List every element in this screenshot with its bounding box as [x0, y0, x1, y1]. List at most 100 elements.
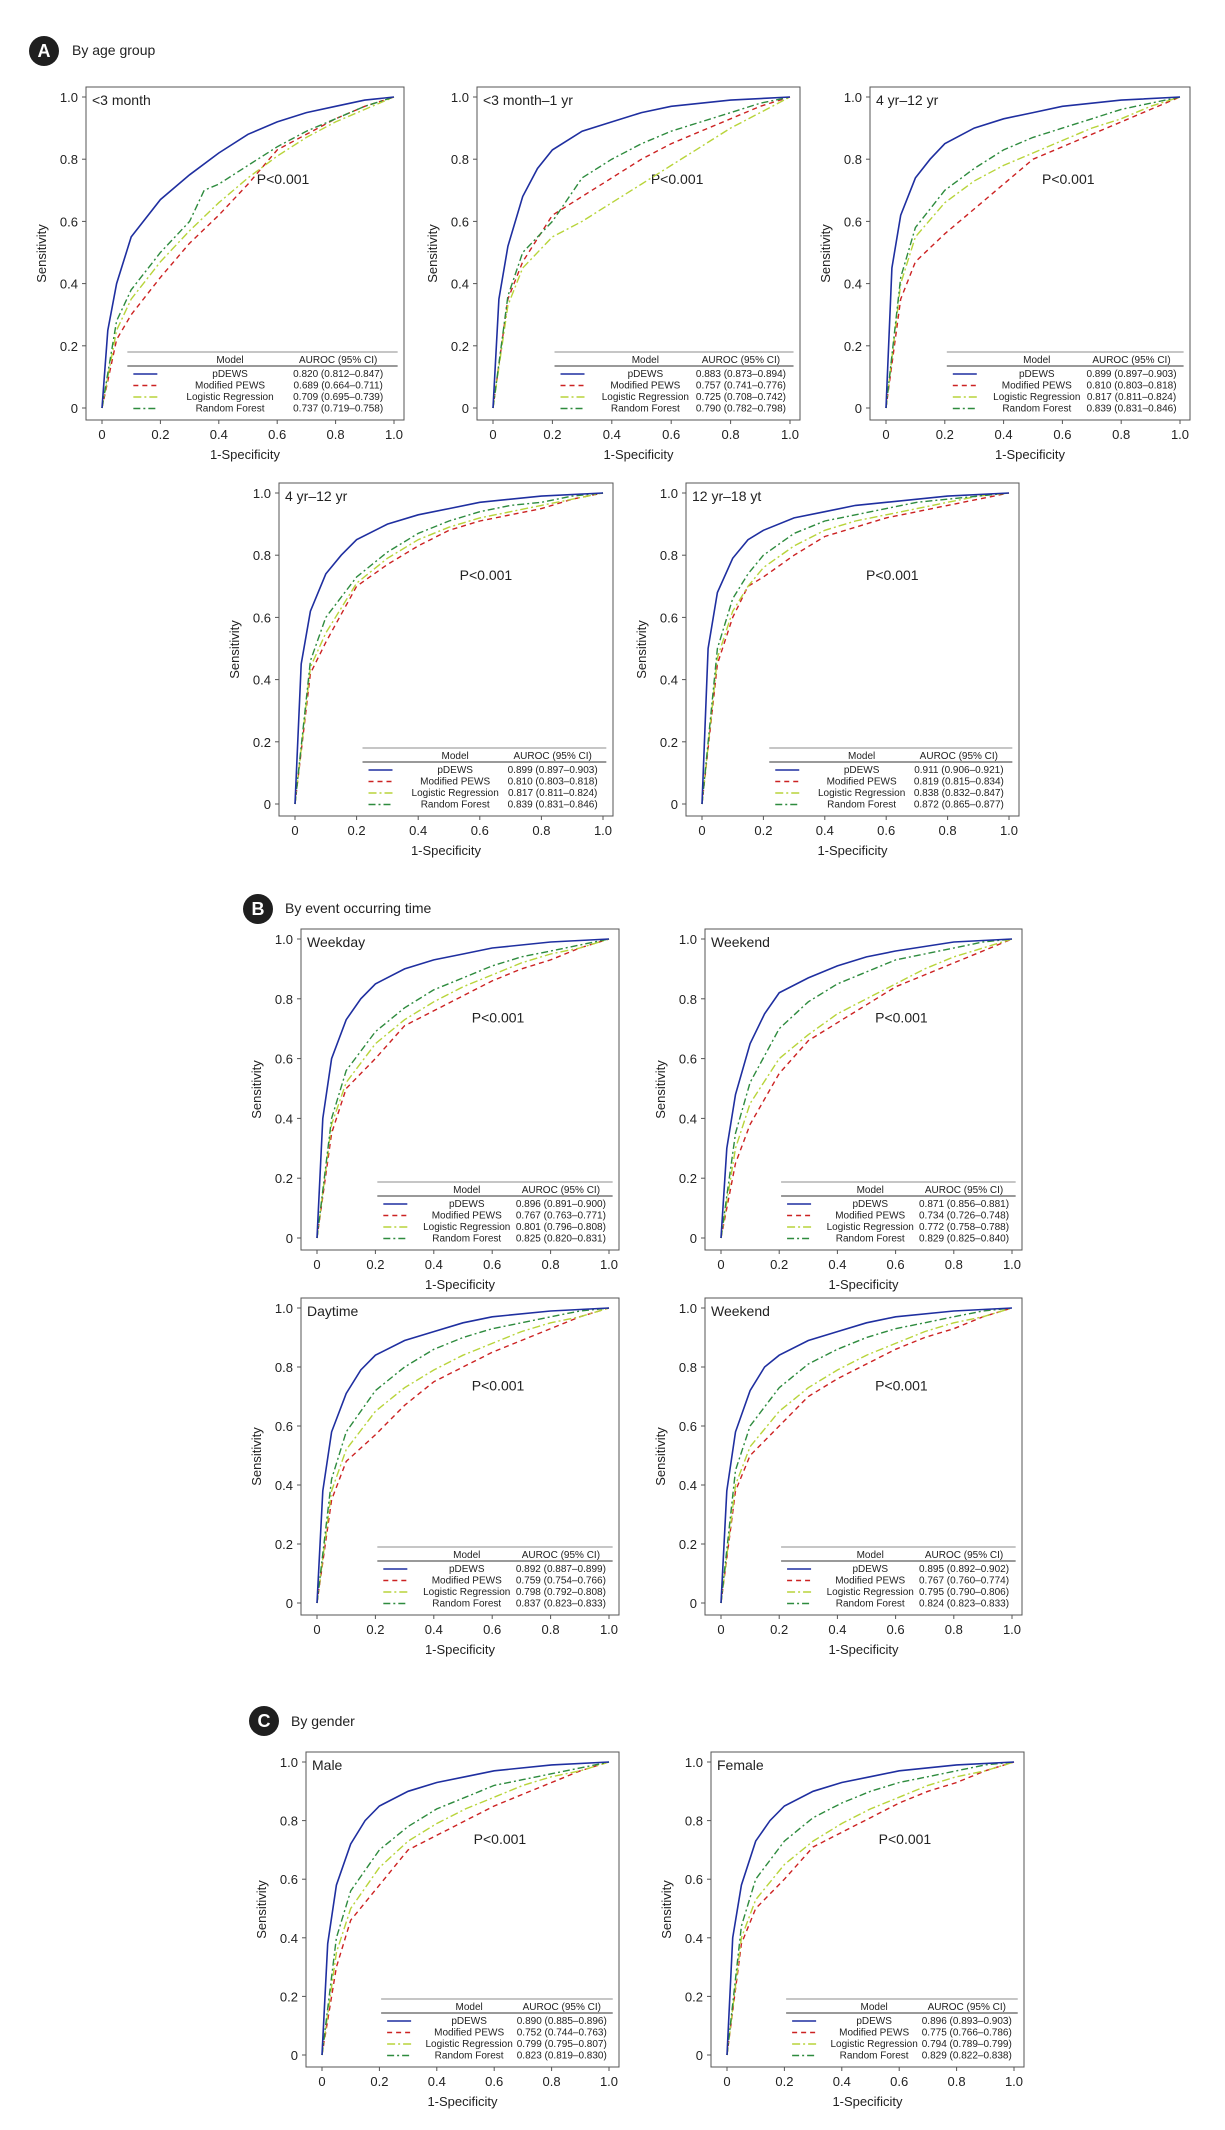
x-tick-label: 1.0: [1171, 427, 1189, 442]
plot-frame: [476, 86, 801, 421]
roc-curve-random-forest: [720, 938, 1013, 1239]
y-tick-label: 0.8: [679, 1360, 697, 1375]
section-a-title: By age group: [72, 42, 156, 58]
legend-series-name: pDEWS: [852, 1564, 888, 1575]
y-tick-label: 0.8: [280, 1814, 298, 1829]
legend-header-model: Model: [216, 355, 243, 366]
roc-curve-random-forest: [492, 96, 791, 409]
legend-series-name: pDEWS: [451, 2016, 487, 2027]
roc-curve-pdews: [294, 492, 604, 805]
y-tick-label: 1.0: [253, 486, 271, 501]
roc-curve-pdews: [701, 492, 1010, 805]
x-tick-label: 0.6: [483, 1622, 501, 1637]
roc-curve-pdews: [316, 1307, 610, 1604]
roc-curve-random-forest: [321, 1761, 610, 2056]
y-tick-label: 0: [291, 2048, 298, 2063]
plot-frame: [710, 1751, 1025, 2068]
roc-curve-modified-pews: [720, 938, 1013, 1239]
roc-curve-logistic-regression: [316, 938, 610, 1239]
legend-series-name: Modified PEWS: [195, 381, 265, 392]
y-tick-label: 1.0: [660, 486, 678, 501]
legend-header-auroc: AUROC (95% CI): [925, 1550, 1003, 1561]
y-tick-label: 0.4: [275, 1478, 293, 1493]
legend-series-name: Logistic Regression: [412, 788, 499, 799]
y-tick-label: 0: [855, 401, 862, 416]
y-tick-label: 0.2: [844, 339, 862, 354]
plot-frame: [300, 1297, 620, 1616]
y-tick-label: 0.4: [679, 1111, 697, 1126]
y-tick-label: 0.8: [685, 1814, 703, 1829]
y-tick-label: 0.8: [275, 992, 293, 1007]
x-tick-label: 0: [98, 427, 105, 442]
legend-auroc-value: 0.839 (0.831–0.846): [1086, 404, 1176, 415]
legend-auroc-value: 0.757 (0.741–0.776): [696, 381, 786, 392]
legend-series-name: Random Forest: [836, 1599, 905, 1610]
legend-series-name: pDEWS: [449, 1564, 485, 1575]
x-tick-label: 0.8: [948, 2074, 966, 2089]
legend-header-auroc: AUROC (95% CI): [513, 751, 591, 762]
x-tick-label: 0.4: [828, 1257, 846, 1272]
x-tick-label: 1.0: [1005, 2074, 1023, 2089]
y-axis-label: Sensitivity: [653, 1060, 668, 1119]
x-tick-label: 1.0: [1000, 823, 1018, 838]
x-tick-label: 0.2: [543, 427, 561, 442]
roc-chart-5: 0 0.2 0.4 0.6 0.8 1.0 0 0.2 0.4 0.6 0.8 1.0 1-Specif…: [634, 482, 1020, 858]
roc-curve-modified-pews: [701, 492, 1010, 805]
legend-header-model: Model: [848, 751, 875, 762]
x-tick-label: 1.0: [385, 427, 403, 442]
y-tick-label: 1.0: [275, 1301, 293, 1316]
y-tick-label: 0.6: [275, 1419, 293, 1434]
x-tick-label: 1.0: [781, 427, 799, 442]
x-tick-label: 0.2: [775, 2074, 793, 2089]
legend-auroc-value: 0.725 (0.708–0.742): [696, 392, 786, 403]
legend-auroc-value: 0.823 (0.819–0.830): [517, 2051, 607, 2062]
p-value-label: P<0.001: [472, 1010, 525, 1026]
legend-header-auroc: AUROC (95% CI): [925, 1185, 1003, 1196]
roc-curve-modified-pews: [316, 1307, 610, 1604]
panel-title: 4 yr–12 yr: [876, 92, 939, 108]
y-tick-label: 0.8: [660, 548, 678, 563]
y-axis-label: Sensitivity: [254, 1880, 269, 1939]
legend-header-model: Model: [632, 355, 659, 366]
x-tick-label: 0.6: [485, 2074, 503, 2089]
y-tick-label: 0.6: [679, 1052, 697, 1067]
y-tick-label: 1.0: [844, 90, 862, 105]
y-tick-label: 0.8: [451, 152, 469, 167]
x-tick-label: 0.8: [542, 1257, 560, 1272]
legend-auroc-value: 0.871 (0.856–0.881): [919, 1199, 1009, 1210]
roc-curve-random-forest: [885, 96, 1181, 409]
y-tick-label: 0.2: [685, 1989, 703, 2004]
legend-series-name: pDEWS: [852, 1199, 888, 1210]
y-tick-label: 1.0: [679, 1301, 697, 1316]
y-tick-label: 0.2: [451, 339, 469, 354]
roc-curve-logistic-regression: [316, 1307, 610, 1604]
x-tick-label: 0.4: [833, 2074, 851, 2089]
legend-series-name: Logistic Regression: [827, 1222, 914, 1233]
y-tick-label: 0.4: [660, 673, 678, 688]
x-tick-label: 0: [318, 2074, 325, 2089]
y-axis-label: Sensitivity: [659, 1880, 674, 1939]
p-value-label: P<0.001: [875, 1378, 928, 1394]
y-tick-label: 0.6: [679, 1419, 697, 1434]
x-tick-label: 0.8: [1112, 427, 1130, 442]
legend-auroc-value: 0.829 (0.822–0.838): [922, 2051, 1012, 2062]
x-tick-label: 0.4: [816, 823, 834, 838]
roc-chart-9: 0 0.2 0.4 0.6 0.8 1.0 0 0.2 0.4 0.6 0.8 1.0 1-Specif…: [653, 1297, 1023, 1657]
x-tick-label: 0.4: [603, 427, 621, 442]
x-tick-label: 1.0: [1003, 1257, 1021, 1272]
y-tick-label: 0.4: [685, 1931, 703, 1946]
y-axis-label: Sensitivity: [34, 224, 49, 283]
plot-frame: [300, 928, 620, 1251]
plot-frame: [704, 928, 1023, 1251]
y-tick-label: 0.8: [679, 992, 697, 1007]
legend-series-name: Modified PEWS: [827, 777, 897, 788]
p-value-label: P<0.001: [472, 1378, 525, 1394]
legend-header-model: Model: [861, 2002, 888, 2013]
legend-auroc-value: 0.767 (0.760–0.774): [919, 1576, 1009, 1587]
y-tick-label: 0.4: [280, 1931, 298, 1946]
y-tick-label: 0.2: [679, 1537, 697, 1552]
legend-series-name: Logistic Regression: [186, 392, 273, 403]
legend-auroc-value: 0.911 (0.906–0.921): [914, 765, 1003, 776]
